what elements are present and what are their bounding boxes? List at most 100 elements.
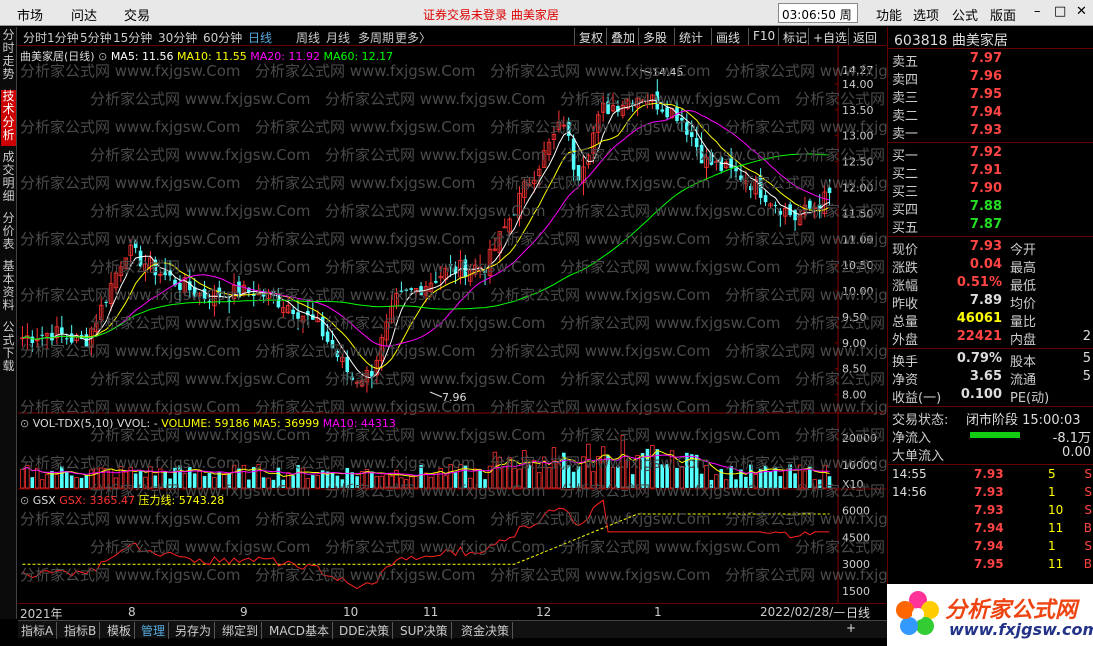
leftnav-item-5[interactable]: 公式下载 xyxy=(2,320,15,373)
fund-value2: 5 xyxy=(1082,351,1091,366)
volume-bar xyxy=(296,465,300,488)
netin-value: -8.1万 xyxy=(1052,431,1091,446)
indicator-tab-0[interactable]: 指标A xyxy=(18,622,58,639)
candle-body xyxy=(350,376,354,380)
volume-bar xyxy=(315,475,320,489)
indicator-tab-3[interactable]: 管理 xyxy=(138,622,170,639)
settings-icon[interactable]: ⊙ xyxy=(20,417,30,430)
volume-bar xyxy=(178,465,182,488)
login-notice[interactable]: 证券交易未登录 曲美家居 xyxy=(423,8,559,22)
leftnav-item-0[interactable]: 分时走势 xyxy=(2,28,15,81)
tool-button-7[interactable]: +自选 xyxy=(808,28,851,45)
volume-bar xyxy=(817,479,822,488)
leftnav-item-1[interactable]: 技术分析 xyxy=(1,90,16,146)
period-tab-5[interactable]: 60分钟 xyxy=(203,31,243,45)
indicator-tab-7[interactable]: DDE决策 xyxy=(336,622,394,639)
volume-bar xyxy=(610,466,616,489)
candle-body xyxy=(409,288,414,290)
close-button[interactable]: ✕ xyxy=(1076,4,1087,19)
period-tab-1[interactable]: 1分钟 xyxy=(47,31,79,45)
chevron-down-icon[interactable]: ⊙ xyxy=(98,50,108,63)
indicator-tab-1[interactable]: 指标B xyxy=(61,622,101,639)
volume-bar xyxy=(231,464,237,489)
candle-body xyxy=(44,333,50,337)
tool-button-1[interactable]: 叠加 xyxy=(606,28,639,45)
menu-wenda[interactable]: 问达 xyxy=(71,9,98,24)
period-toolbar: 分时 1分钟 5分钟 15分钟 30分钟 60分钟 日线 周线 月线 多周期 更多〉 复权 叠加 多股 统计… xyxy=(18,27,886,46)
leftnav-item-3[interactable]: 分价表 xyxy=(2,211,15,251)
period-tab-4[interactable]: 30分钟 xyxy=(158,31,198,45)
maximize-button[interactable]: □ xyxy=(1054,4,1067,19)
tool-button-0[interactable]: 复权 xyxy=(574,28,607,45)
period-tab-9[interactable]: 多周期 xyxy=(358,31,395,45)
add-button[interactable]: + xyxy=(846,621,857,635)
menu-layout[interactable]: 版面 xyxy=(990,9,1017,24)
candle-body xyxy=(571,138,576,170)
tool-button-5[interactable]: F10 xyxy=(748,28,779,45)
menu-function[interactable]: 功能 xyxy=(876,9,903,24)
volume-bar xyxy=(89,469,94,489)
volume-bar xyxy=(202,476,207,488)
indicator-tab-2[interactable]: 模板 xyxy=(104,622,136,639)
indicator-tab-9[interactable]: 资金决策 xyxy=(458,622,514,639)
ask-label: 卖五 xyxy=(892,55,919,70)
candle-body xyxy=(527,184,532,187)
bigin-value: 0.00 xyxy=(1062,445,1091,460)
period-tab-0[interactable]: 分时 xyxy=(23,31,48,45)
period-tab-3[interactable]: 15分钟 xyxy=(113,31,153,45)
period-tab-6[interactable]: 日线 xyxy=(248,31,273,45)
volume-bar xyxy=(586,443,591,489)
volume-bar xyxy=(517,468,522,489)
tool-button-8[interactable]: 返回 xyxy=(848,28,881,45)
leftnav-item-4[interactable]: 基本资料 xyxy=(2,259,15,312)
candle-body xyxy=(561,124,566,127)
tick-qty: 1 xyxy=(1048,539,1056,553)
indicator-tab-4[interactable]: 另存为 xyxy=(172,622,216,639)
tool-button-3[interactable]: 统计 xyxy=(674,28,707,45)
tool-button-2[interactable]: 多股 xyxy=(638,28,671,45)
tick-row: 7.94 11 B xyxy=(888,521,1093,539)
stat-label: 涨幅 xyxy=(892,279,919,294)
candle-body xyxy=(207,300,212,302)
candle-body xyxy=(768,203,773,207)
indicator-tab-5[interactable]: 绑定到 xyxy=(219,622,263,639)
volume-bar xyxy=(44,474,50,489)
tick-price: 7.93 xyxy=(974,503,1004,517)
volume-bar xyxy=(655,449,660,488)
volume-bar xyxy=(768,471,773,488)
ask-row: 卖二 7.94 xyxy=(888,105,1093,124)
tick-side: S xyxy=(1084,467,1092,481)
candle-body xyxy=(783,207,788,217)
fund-label: 净资 xyxy=(892,373,919,388)
netin-label: 净流入 xyxy=(892,431,932,446)
menu-options[interactable]: 选项 xyxy=(913,9,940,24)
tool-button-6[interactable]: 标记 xyxy=(778,28,811,45)
volume-bar xyxy=(320,470,325,488)
volume-bar xyxy=(758,468,763,488)
menu-market[interactable]: 市场 xyxy=(17,9,44,24)
ask-label: 卖二 xyxy=(892,109,919,124)
stat-value: 7.93 xyxy=(969,239,1002,254)
settings-icon[interactable]: ⊙ xyxy=(20,494,30,507)
tick-price: 7.94 xyxy=(974,539,1004,553)
indicator-tab-8[interactable]: SUP决策 xyxy=(397,622,452,639)
minimize-button[interactable]: – xyxy=(1034,4,1041,19)
volume-bar xyxy=(497,456,503,489)
period-tab-2[interactable]: 5分钟 xyxy=(80,31,112,45)
candle-body xyxy=(556,121,562,130)
divider xyxy=(888,464,1093,465)
period-tab-8[interactable]: 月线 xyxy=(326,31,351,45)
gsx-tick-label: 4500 xyxy=(842,531,870,544)
indicator-tab-6[interactable]: MACD基本 xyxy=(266,622,333,639)
tool-button-4[interactable]: 画线 xyxy=(711,28,744,45)
menu-formula[interactable]: 公式 xyxy=(952,9,979,24)
dayline-button[interactable]: 日线 xyxy=(846,606,871,620)
period-tab-7[interactable]: 周线 xyxy=(296,31,321,45)
candle-body xyxy=(739,175,743,181)
menu-trade[interactable]: 交易 xyxy=(124,9,151,24)
ask-label: 卖一 xyxy=(892,127,919,142)
period-tab-10[interactable]: 更多〉 xyxy=(395,31,432,45)
candle-body xyxy=(163,270,167,276)
leftnav-item-2[interactable]: 成交明细 xyxy=(2,150,15,203)
